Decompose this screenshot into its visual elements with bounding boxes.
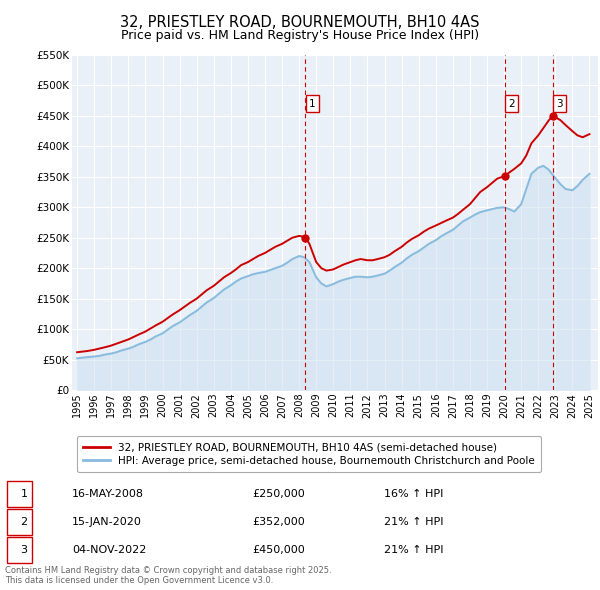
Text: 16% ↑ HPI: 16% ↑ HPI: [384, 489, 443, 499]
Text: £450,000: £450,000: [252, 545, 305, 555]
Text: 3: 3: [20, 545, 28, 555]
Text: £250,000: £250,000: [252, 489, 305, 499]
Text: 2: 2: [20, 517, 28, 527]
Text: 1: 1: [309, 99, 316, 109]
Bar: [7, 481, 32, 507]
Legend: 32, PRIESTLEY ROAD, BOURNEMOUTH, BH10 4AS (semi-detached house), HPI: Average pr: 32, PRIESTLEY ROAD, BOURNEMOUTH, BH10 4A…: [77, 436, 541, 472]
Text: 21% ↑ HPI: 21% ↑ HPI: [384, 545, 443, 555]
Bar: [7, 509, 32, 535]
Text: 04-NOV-2022: 04-NOV-2022: [72, 545, 146, 555]
Text: 2: 2: [508, 99, 515, 109]
Text: 32, PRIESTLEY ROAD, BOURNEMOUTH, BH10 4AS: 32, PRIESTLEY ROAD, BOURNEMOUTH, BH10 4A…: [120, 15, 480, 30]
Text: 21% ↑ HPI: 21% ↑ HPI: [384, 517, 443, 527]
Text: 16-MAY-2008: 16-MAY-2008: [72, 489, 144, 499]
Text: Contains HM Land Registry data © Crown copyright and database right 2025.
This d: Contains HM Land Registry data © Crown c…: [5, 566, 332, 585]
Bar: [7, 537, 32, 563]
Text: 1: 1: [20, 489, 28, 499]
Text: 3: 3: [556, 99, 563, 109]
Text: £352,000: £352,000: [252, 517, 305, 527]
Text: Price paid vs. HM Land Registry's House Price Index (HPI): Price paid vs. HM Land Registry's House …: [121, 30, 479, 42]
Text: 15-JAN-2020: 15-JAN-2020: [72, 517, 142, 527]
